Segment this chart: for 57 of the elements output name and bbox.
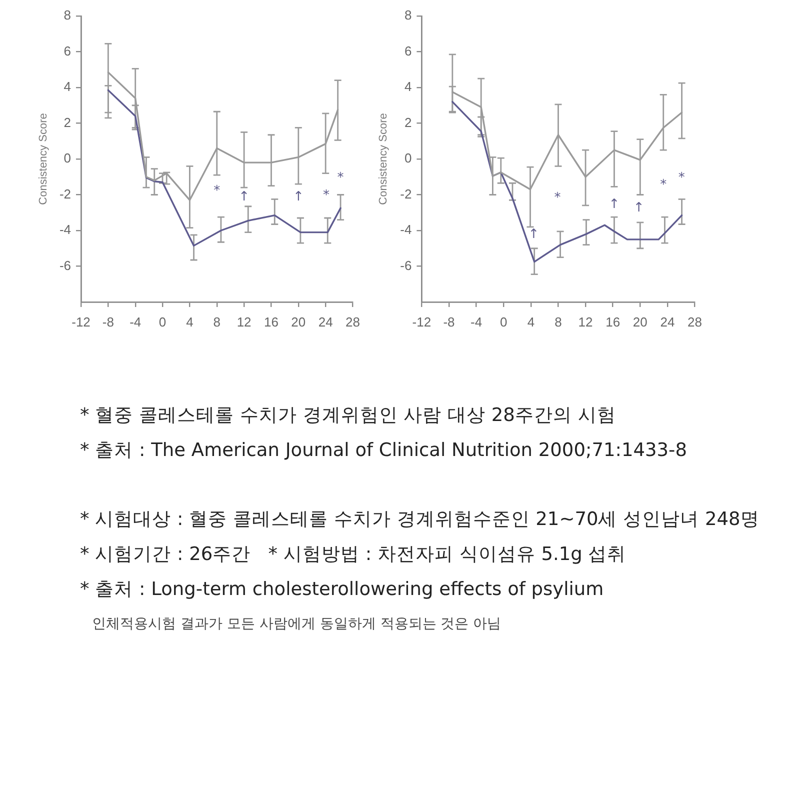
x-tick-label: 4	[186, 314, 194, 330]
y-tick-label: -6	[59, 258, 71, 273]
y-tick-label: 0	[64, 150, 71, 166]
y-axis-title: Consistency Score	[38, 113, 50, 205]
y-tick-label: 2	[404, 114, 412, 130]
text: * 출처 : The American Journal of Clinical Nutrition 2000;71:1433-8	[80, 439, 687, 463]
x-tick-label: 8	[213, 314, 220, 330]
x-tick-label: 24	[318, 314, 333, 330]
y-tick-label: 4	[404, 79, 412, 94]
x-tick-label: 0	[158, 314, 166, 330]
y-tick-label: 0	[404, 150, 412, 166]
x-tick-label: 28	[346, 314, 360, 330]
annotation: *	[554, 190, 562, 206]
text: * 혈중 콜레스테롤 수치가 경계위험인 사람 대상 28주간의 시험	[80, 404, 616, 428]
x-tick-label: 8	[554, 314, 562, 330]
annotation: ↑	[528, 226, 540, 242]
text: * 시험기간 : 26주간 * 시험방법 : 차전자피 식이섬유 5.1g 섭취	[80, 543, 626, 567]
x-tick-label: 4	[527, 314, 535, 330]
annotation: *	[678, 170, 686, 186]
x-tick-label: -4	[130, 314, 142, 330]
y-tick-label: 6	[404, 43, 412, 58]
x-tick-label: 24	[660, 314, 675, 330]
annotation: *	[214, 184, 221, 199]
text: 인체적용시험 결과가 모든 사람에게 동일하게 적용되는 것은 아님	[92, 615, 502, 634]
x-tick-label: 16	[606, 314, 620, 330]
y-tick-label: 2	[64, 114, 71, 130]
y-tick-label: -4	[59, 222, 71, 238]
text: * 시험대상 : 혈중 콜레스테롤 수치가 경계위험수준인 21~70세 성인남녀 248명	[80, 508, 760, 532]
y-tick-label: -4	[400, 222, 412, 238]
x-tick-label: 0	[500, 314, 508, 330]
y-tick-label: -6	[400, 258, 412, 273]
annotation: *	[337, 170, 344, 186]
x-tick-label: -4	[470, 314, 482, 330]
annotation: ↑	[608, 196, 620, 212]
x-tick-label: -8	[443, 314, 455, 330]
y-tick-label: -2	[59, 186, 71, 202]
x-tick-label: -8	[102, 314, 114, 330]
x-tick-label: 20	[632, 314, 648, 330]
x-tick-label: 16	[264, 314, 278, 330]
annotation: ↑	[238, 190, 250, 205]
y-tick-label: -2	[400, 186, 412, 202]
x-tick-label: -12	[412, 314, 432, 330]
y-tick-label: 6	[64, 43, 71, 58]
y-tick-label: 8	[404, 8, 412, 23]
x-tick-label: 20	[291, 314, 306, 330]
x-tick-label: 12	[236, 314, 252, 330]
y-tick-label: 8	[64, 8, 71, 23]
text: * 출처 : Long-term cholesterollowering effects of psylium	[80, 578, 604, 602]
annotation: *	[660, 177, 668, 192]
annotation: ↑	[633, 200, 644, 216]
annotation: ↑	[292, 190, 304, 205]
x-tick-label: -12	[72, 314, 90, 330]
x-tick-label: 28	[688, 314, 702, 330]
annotation: *	[323, 188, 330, 203]
x-tick-label: 12	[578, 314, 593, 330]
y-tick-label: 4	[64, 79, 71, 94]
y-axis-title: Consistency Score	[378, 113, 390, 205]
